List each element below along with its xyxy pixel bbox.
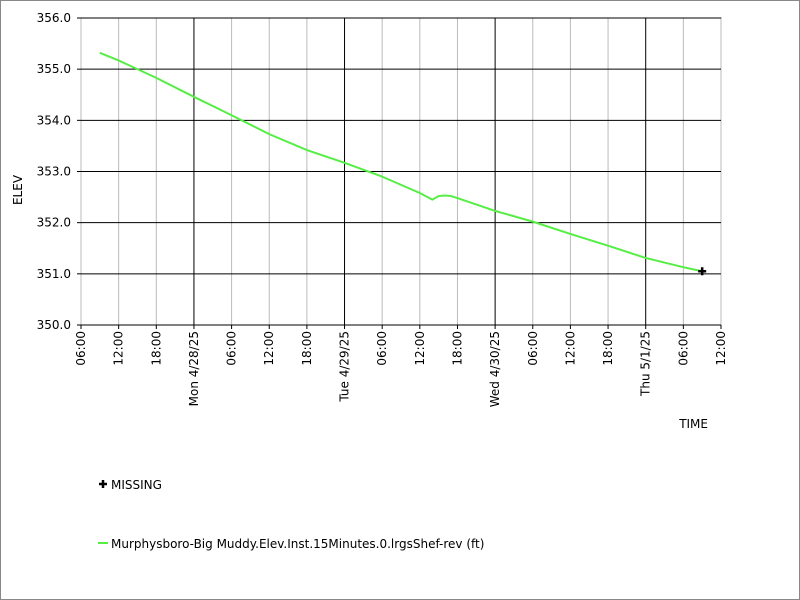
y-axis-label: ELEV (11, 174, 25, 205)
x-tick-label: 06:00 (526, 331, 540, 366)
y-tick-label: 353.0 (37, 165, 71, 179)
x-tick-label: 12:00 (563, 331, 577, 366)
x-tick-label: 12:00 (714, 331, 728, 366)
y-tick-label: 356.0 (37, 11, 71, 25)
legend-label: Murphysboro-Big Muddy.Elev.Inst.15Minute… (111, 537, 484, 551)
x-axis-label: TIME (678, 417, 708, 431)
legend-marker (99, 480, 107, 488)
x-tick-label: 06:00 (225, 331, 239, 366)
x-tick-label: 18:00 (450, 331, 464, 366)
y-tick-label: 354.0 (37, 113, 71, 127)
y-tick-label: 352.0 (37, 216, 71, 230)
y-tick-label: 351.0 (37, 267, 71, 281)
x-tick-label: 06:00 (676, 331, 690, 366)
y-tick-label: 350.0 (37, 318, 71, 332)
x-tick-label: 18:00 (601, 331, 615, 366)
x-tick-label: 12:00 (413, 331, 427, 366)
missing-marker (698, 267, 707, 276)
x-tick-label: Mon 4/28/25 (187, 331, 201, 406)
x-tick-label: 18:00 (300, 331, 314, 366)
x-tick-label: 06:00 (375, 331, 389, 366)
x-tick-label: Wed 4/30/25 (488, 331, 502, 407)
data-line (99, 51, 703, 273)
y-tick-label: 355.0 (37, 62, 71, 76)
x-tick-label: Thu 5/1/25 (639, 331, 653, 397)
x-tick-label: Tue 4/29/25 (338, 331, 352, 403)
x-tick-label: 12:00 (262, 331, 276, 366)
x-tick-label: 06:00 (74, 331, 88, 366)
x-tick-label: 12:00 (112, 331, 126, 366)
legend-label: MISSING (111, 478, 162, 492)
x-tick-label: 18:00 (149, 331, 163, 366)
